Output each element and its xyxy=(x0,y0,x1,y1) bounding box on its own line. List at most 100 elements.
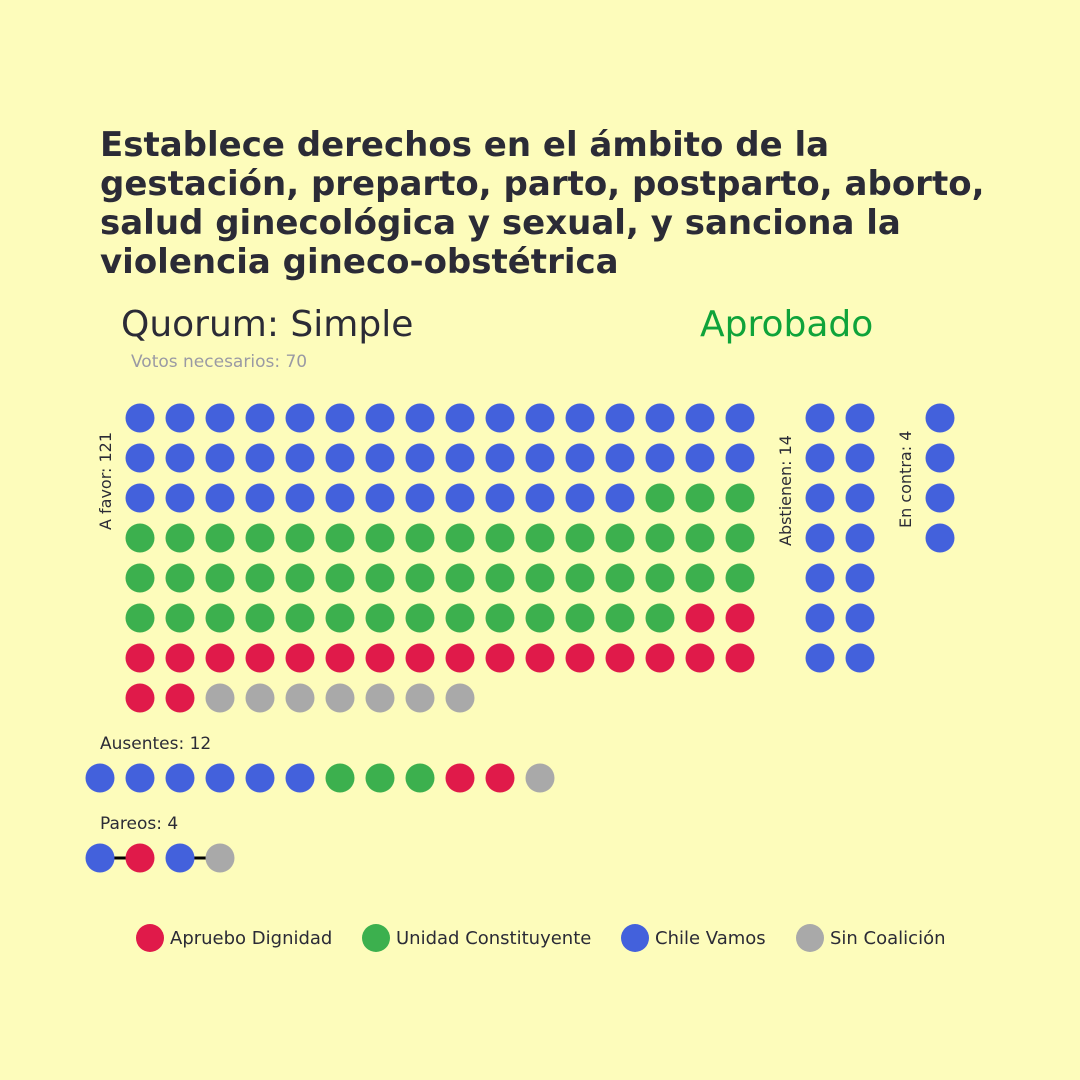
favor-seat-dot xyxy=(365,443,395,473)
favor-seat-dot xyxy=(525,563,555,593)
favor-seat-dot xyxy=(445,483,475,513)
absent-seat-dot xyxy=(485,763,515,793)
favor-seat-dot xyxy=(325,643,355,673)
favor-seat-dot xyxy=(365,563,395,593)
favor-seat-dot xyxy=(445,403,475,433)
favor-seat-dot xyxy=(245,603,275,633)
favor-seat-dot xyxy=(565,603,595,633)
abstain-seat-dot xyxy=(805,563,835,593)
favor-seat-dot xyxy=(725,643,755,673)
favor-seat-dot xyxy=(285,403,315,433)
legend-item: Sin Coalición xyxy=(796,920,946,956)
favor-seat-dot xyxy=(525,523,555,553)
absent-seat-dot xyxy=(285,763,315,793)
favor-seat-dot xyxy=(485,603,515,633)
against-seat-dot xyxy=(925,523,955,553)
favor-seat-dot xyxy=(725,403,755,433)
paired-seat-dot xyxy=(125,843,155,873)
favor-seat-dot xyxy=(125,523,155,553)
favor-seat-dot xyxy=(725,603,755,633)
favor-seat-dot xyxy=(325,683,355,713)
absent-seat-dot xyxy=(165,763,195,793)
absent-seat-dot xyxy=(125,763,155,793)
favor-seat-dot xyxy=(245,483,275,513)
favor-seat-dot xyxy=(485,643,515,673)
favor-seat-dot xyxy=(525,603,555,633)
absent-seat-dot xyxy=(405,763,435,793)
abstain-seat-dot xyxy=(805,443,835,473)
favor-seat-dot xyxy=(525,403,555,433)
favor-seat-dot xyxy=(165,683,195,713)
favor-seat-dot xyxy=(365,403,395,433)
favor-seat-dot xyxy=(565,523,595,553)
abstain-seat-dot xyxy=(845,643,875,673)
favor-seat-dot xyxy=(725,443,755,473)
favor-seat-dot xyxy=(405,603,435,633)
favor-seat-dot xyxy=(565,443,595,473)
favor-seat-dot xyxy=(165,643,195,673)
favor-seat-dot xyxy=(325,563,355,593)
favor-seat-dot xyxy=(645,523,675,553)
favor-seat-dot xyxy=(125,483,155,513)
favor-seat-dot xyxy=(445,603,475,633)
favor-seat-dot xyxy=(285,603,315,633)
against-seat-dot xyxy=(925,403,955,433)
paired-label: Pareos: 4 xyxy=(100,814,179,834)
favor-seat-dot xyxy=(565,563,595,593)
paired-seat-dot xyxy=(205,843,235,873)
favor-seat-dot xyxy=(645,563,675,593)
favor-seat-dot xyxy=(205,643,235,673)
favor-seat-dot xyxy=(125,683,155,713)
legend-swatch xyxy=(362,924,390,952)
favor-seat-dot xyxy=(725,483,755,513)
favor-seat-dot xyxy=(365,603,395,633)
favor-seat-dot xyxy=(645,403,675,433)
favor-seat-dot xyxy=(685,403,715,433)
absent-seat-dot xyxy=(365,763,395,793)
legend-label: Chile Vamos xyxy=(655,927,766,949)
favor-seat-dot xyxy=(125,563,155,593)
favor-seat-dot xyxy=(245,643,275,673)
favor-seat-dot xyxy=(405,523,435,553)
favor-seat-dot xyxy=(365,683,395,713)
favor-seat-dot xyxy=(165,403,195,433)
favor-seat-dot xyxy=(645,443,675,473)
favor-seat-dot xyxy=(285,443,315,473)
favor-seat-dot xyxy=(605,563,635,593)
favor-seat-dot xyxy=(125,603,155,633)
favor-seat-dot xyxy=(645,483,675,513)
favor-seat-dot xyxy=(485,403,515,433)
votes-needed-label: Votos necesarios: 70 xyxy=(131,352,308,372)
favor-seat-dot xyxy=(605,603,635,633)
legend-item: Chile Vamos xyxy=(621,920,766,956)
favor-seat-dot xyxy=(685,523,715,553)
favor-seat-dot xyxy=(285,643,315,673)
absent-seat-dot xyxy=(525,763,555,793)
favor-seat-dot xyxy=(685,443,715,473)
favor-seat-dot xyxy=(605,643,635,673)
favor-seat-dot xyxy=(125,403,155,433)
favor-seat-dot xyxy=(525,443,555,473)
abstain-seat-dot xyxy=(845,483,875,513)
against-seat-dot xyxy=(925,483,955,513)
favor-seat-dot xyxy=(125,443,155,473)
favor-seat-dot xyxy=(445,643,475,673)
favor-seat-dot xyxy=(205,523,235,553)
favor-seat-dot xyxy=(205,563,235,593)
favor-seat-dot xyxy=(245,443,275,473)
favor-seat-dot xyxy=(405,643,435,673)
favor-seat-dot xyxy=(405,483,435,513)
favor-seat-dot xyxy=(685,643,715,673)
favor-seat-dot xyxy=(205,443,235,473)
abstain-seat-dot xyxy=(845,563,875,593)
favor-seat-dot xyxy=(325,443,355,473)
favor-seat-dot xyxy=(485,563,515,593)
result-label: Aprobado xyxy=(700,304,874,345)
favor-seat-dot xyxy=(725,523,755,553)
absent-seat-dot xyxy=(205,763,235,793)
favor-seat-dot xyxy=(685,563,715,593)
favor-seat-dot xyxy=(165,523,195,553)
abstain-seat-dot xyxy=(845,603,875,633)
legend: Apruebo Dignidad Unidad Constituyente Chil… xyxy=(0,920,1080,956)
favor-seat-dot xyxy=(605,443,635,473)
